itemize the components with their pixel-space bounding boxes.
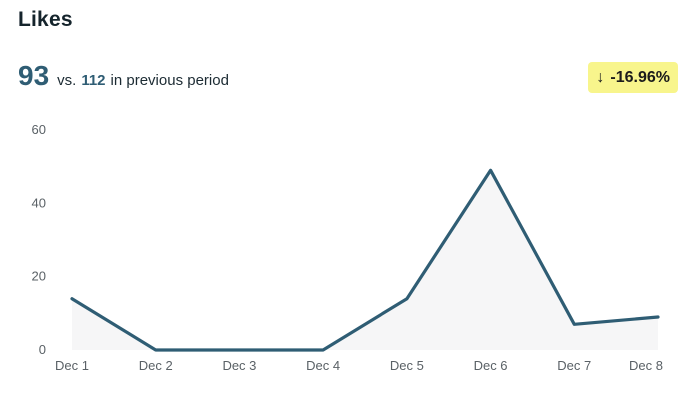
change-badge: ↓ -16.96%	[588, 62, 678, 93]
x-tick-label: Dec 8	[629, 358, 663, 373]
x-tick-label: Dec 1	[55, 358, 89, 373]
arrow-down-icon: ↓	[596, 68, 605, 86]
y-axis-ticks: 0 20 40 60	[32, 122, 46, 357]
previous-period-label: in previous period	[110, 72, 229, 89]
x-axis-ticks: Dec 1 Dec 2 Dec 3 Dec 4 Dec 5 Dec 6 Dec 7 Dec 8	[55, 358, 663, 373]
card-title: Likes	[18, 8, 73, 31]
series-line	[70, 168, 660, 352]
vs-label: vs.	[57, 72, 77, 89]
x-tick-label: Dec 4	[306, 358, 340, 373]
x-tick-label: Dec 6	[474, 358, 508, 373]
previous-value: 112	[81, 72, 106, 89]
y-tick-label: 0	[39, 342, 46, 357]
series-points	[71, 170, 659, 351]
change-value: -16.96%	[610, 68, 670, 86]
summary-row: 93 vs. 112 in previous period	[18, 60, 229, 92]
y-tick-label: 20	[32, 269, 46, 284]
x-tick-label: Dec 2	[139, 358, 173, 373]
x-tick-label: Dec 5	[390, 358, 424, 373]
y-tick-label: 40	[32, 195, 46, 210]
current-value: 93	[18, 60, 50, 91]
x-tick-label: Dec 7	[557, 358, 591, 373]
y-tick-label: 60	[32, 122, 46, 137]
series-area	[72, 170, 658, 350]
x-tick-label: Dec 3	[222, 358, 256, 373]
